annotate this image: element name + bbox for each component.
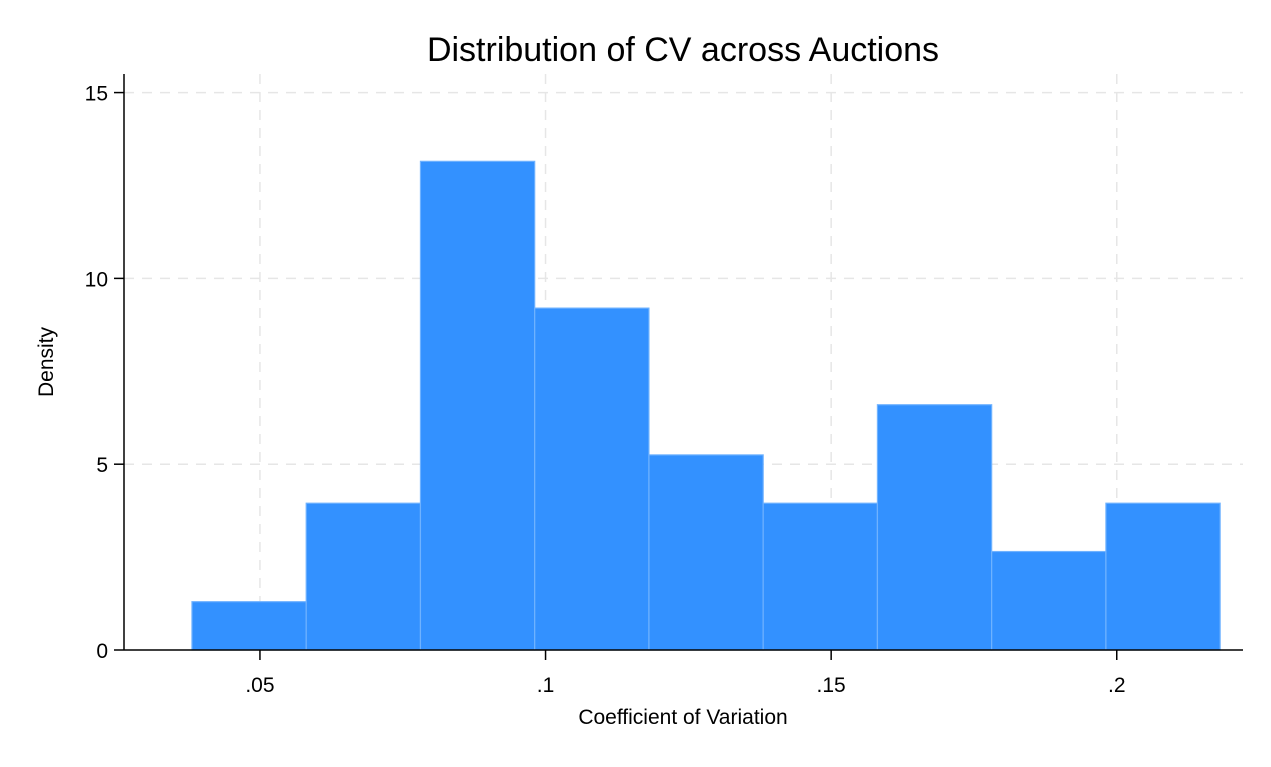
y-tick-label: 0 (96, 640, 108, 663)
y-axis-label: Density (35, 326, 58, 397)
histogram-bar (991, 550, 1107, 651)
x-tick-label: .15 (817, 674, 846, 697)
histogram-bar (534, 307, 650, 651)
bar-layer (191, 160, 1221, 651)
histogram-bar (419, 160, 536, 651)
chart-title: Distribution of CV across Auctions (427, 31, 939, 69)
histogram-bar (191, 601, 307, 651)
histogram-bar (1105, 502, 1221, 651)
x-tick-label: .05 (245, 674, 274, 697)
histogram-bar (876, 404, 993, 651)
tick-layer: 0 5 10 15 .05 .1 .15 .2 (85, 83, 1126, 697)
histogram-bar (305, 502, 422, 651)
y-tick-label: 10 (85, 268, 108, 291)
x-tick-label: .2 (1108, 674, 1126, 697)
axis-layer (123, 74, 1243, 651)
y-tick-label: 5 (96, 454, 108, 477)
histogram-bar (762, 502, 879, 651)
x-tick-label: .1 (537, 674, 555, 697)
y-tick-label: 15 (85, 83, 108, 106)
histogram-bar (648, 454, 764, 651)
x-axis-label: Coefficient of Variation (578, 706, 787, 729)
